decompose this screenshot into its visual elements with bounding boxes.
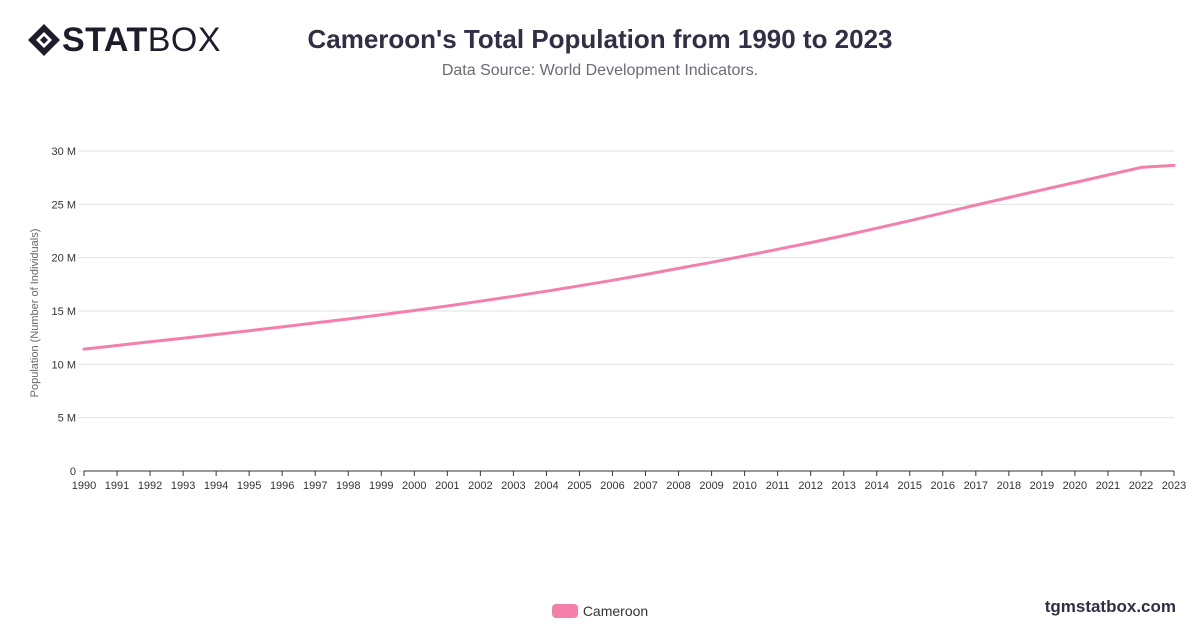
x-tick-label: 2020 xyxy=(1063,480,1087,492)
y-tick-label: 5 M xyxy=(58,413,76,425)
x-tick-label: 2011 xyxy=(766,480,790,492)
x-tick-label: 2016 xyxy=(931,480,955,492)
legend-label[interactable]: Cameroon xyxy=(582,603,649,619)
logo-text-bold: STAT xyxy=(62,21,148,59)
x-tick-label: 2000 xyxy=(402,480,426,492)
logo-diamond-icon xyxy=(28,24,60,56)
x-tick-label: 2007 xyxy=(633,480,657,492)
grid-lines xyxy=(84,150,1174,419)
x-tick-label: 2003 xyxy=(501,480,525,492)
x-tick-label: 2023 xyxy=(1162,480,1186,492)
x-tick-label: 2008 xyxy=(666,480,690,492)
legend-swatch[interactable] xyxy=(551,604,578,618)
watermark: tgmstatbox.com xyxy=(1044,597,1176,616)
x-tick-label: 2021 xyxy=(1096,480,1120,492)
x-tick-label: 1997 xyxy=(303,480,327,492)
x-tick-label: 1994 xyxy=(204,480,228,492)
x-tick-label: 2012 xyxy=(798,480,822,492)
x-tick-label: 2005 xyxy=(567,480,591,492)
x-tick-label: 2002 xyxy=(468,480,492,492)
y-axis-title: Population (Number of Individuals) xyxy=(29,229,41,398)
x-tick-label: 2017 xyxy=(964,480,988,492)
x-tick-label: 2015 xyxy=(898,480,922,492)
series-layer xyxy=(82,163,1176,351)
x-tick-label: 2022 xyxy=(1129,480,1153,492)
chart-subtitle: Data Source: World Development Indicator… xyxy=(441,62,759,79)
x-tick-label: 2009 xyxy=(699,480,723,492)
axes xyxy=(78,150,1175,476)
x-tick-label: 2004 xyxy=(534,480,558,492)
x-tick-label: 1998 xyxy=(336,480,360,492)
chart-title: Cameroon's Total Population from 1990 to… xyxy=(307,24,893,54)
x-tick-label: 1991 xyxy=(105,480,129,492)
x-tick-label: 2019 xyxy=(1030,480,1054,492)
x-tick-label: 1993 xyxy=(171,480,195,492)
x-tick-label: 1996 xyxy=(270,480,294,492)
y-tick-label: 20 M xyxy=(52,253,76,265)
logo-text-light: BOX xyxy=(147,21,222,59)
x-tick-label: 1995 xyxy=(237,480,261,492)
y-tick-label: 25 M xyxy=(52,199,76,211)
x-tick-label: 1992 xyxy=(138,480,162,492)
tick-labels: 0 5 M 10 M 15 M 20 M 25 M 30 M 1990 1991 1992 1993… xyxy=(29,146,1186,492)
y-tick-label: 10 M xyxy=(52,359,76,371)
y-tick-label: 30 M xyxy=(52,146,76,158)
series-line-cameroon xyxy=(82,163,1176,351)
x-tick-label: 2006 xyxy=(600,480,624,492)
x-tick-label: 2013 xyxy=(831,480,855,492)
y-tick-label: 15 M xyxy=(52,306,76,318)
legend: Cameroon xyxy=(0,603,1200,619)
logo: STATBOX xyxy=(26,22,221,58)
x-tick-label: 2018 xyxy=(997,480,1021,492)
x-tick-label: 2014 xyxy=(864,480,888,492)
x-tick-label: 1999 xyxy=(369,480,393,492)
x-tick-label: 1990 xyxy=(72,480,96,492)
x-tick-label: 2001 xyxy=(435,480,459,492)
y-tick-label: 0 xyxy=(70,466,76,478)
x-tick-label: 2010 xyxy=(732,480,756,492)
